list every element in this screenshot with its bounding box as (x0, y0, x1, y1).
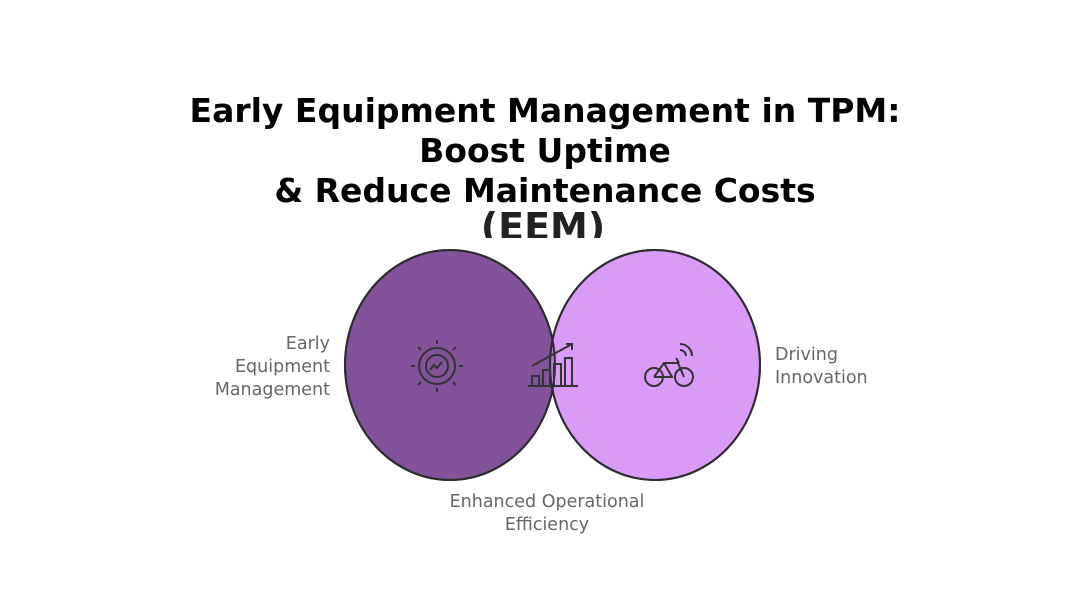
right-label: Innovation (775, 368, 868, 388)
gear-icon (411, 340, 463, 392)
title-line: Early Equipment Management in TPM: (190, 91, 901, 130)
left-label: Early (286, 334, 330, 354)
right-outline (549, 249, 761, 481)
right-circle (549, 249, 761, 481)
growth-icon (528, 343, 578, 387)
title-line: Boost Uptime (419, 131, 671, 170)
abbreviation: (EEM) (481, 205, 605, 249)
title-line: & Reduce Maintenance Costs (274, 171, 815, 210)
right-label: Driving (775, 345, 838, 365)
bike-icon (644, 343, 694, 387)
intersection-label: Enhanced Operational (450, 492, 645, 512)
left-label: Equipment (235, 357, 330, 377)
intersection-label: Efficiency (505, 515, 589, 535)
left-label: Management (215, 380, 330, 400)
left-circle (344, 249, 556, 481)
